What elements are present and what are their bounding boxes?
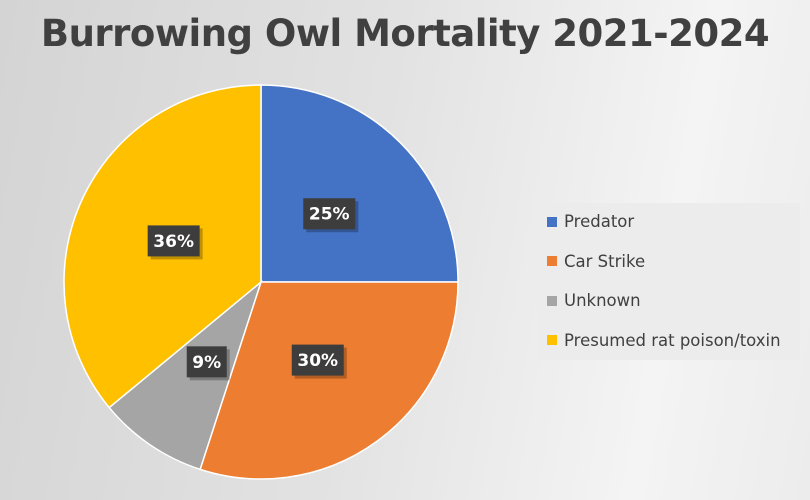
data-label: 30% xyxy=(291,344,347,379)
chart-title: Burrowing Owl Mortality 2021-2024 xyxy=(40,12,770,55)
legend-item: Presumed rat poison/toxin xyxy=(547,331,781,350)
data-label-box xyxy=(291,344,344,376)
legend-swatch xyxy=(547,216,557,227)
legend-swatch xyxy=(547,295,557,306)
data-label-text: 25% xyxy=(309,205,350,225)
data-label: 36% xyxy=(147,225,203,260)
legend-swatch xyxy=(547,335,557,345)
data-label-text: 30% xyxy=(297,351,338,371)
pie-slice-unknown[interactable] xyxy=(108,279,263,471)
legend-item: Car Strike xyxy=(547,252,645,271)
data-label-box xyxy=(186,346,227,378)
data-label-text: 36% xyxy=(153,232,194,252)
pie-slice-predator[interactable] xyxy=(260,84,459,283)
data-label-box xyxy=(147,225,200,257)
legend-label: Unknown xyxy=(564,291,641,310)
legend-label: Presumed rat poison/toxin xyxy=(564,330,781,350)
legend-swatch xyxy=(547,256,557,266)
pie-slice-car-strike[interactable] xyxy=(199,281,459,480)
data-label: 25% xyxy=(303,198,359,233)
legend: Predator Car Strike Unknown Presumed rat po… xyxy=(537,203,800,360)
legend-item: Predator xyxy=(547,212,634,231)
legend-label: Predator xyxy=(564,212,635,231)
data-label-box xyxy=(303,198,356,230)
legend-label: Car Strike xyxy=(564,251,646,271)
legend-item: Unknown xyxy=(547,291,641,310)
data-label-text: 9% xyxy=(192,353,221,373)
data-label: 9% xyxy=(186,346,230,381)
